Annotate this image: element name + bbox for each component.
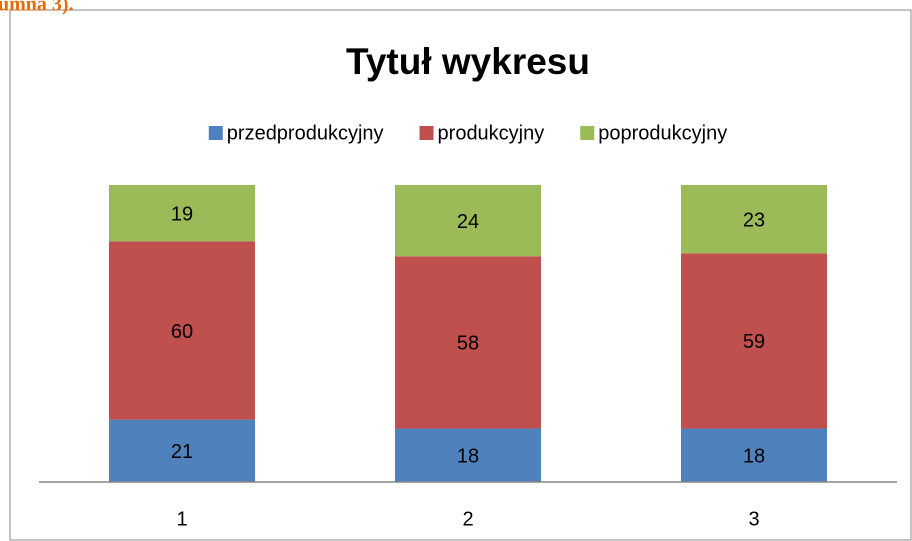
data-label: 59 — [743, 331, 765, 353]
bar-segment — [681, 253, 827, 429]
data-label: 58 — [457, 333, 479, 355]
bar-segment — [681, 185, 827, 254]
legend-swatch — [208, 126, 223, 140]
legend-label: przedprodukcyjny — [227, 122, 384, 144]
bar-segment — [395, 428, 541, 482]
x-tick-label: 1 — [176, 508, 187, 530]
bar-segment — [109, 185, 255, 242]
chart-title: Tytuł wykresu — [346, 41, 590, 82]
data-label: 18 — [457, 446, 479, 468]
data-label: 23 — [743, 209, 765, 231]
x-tick-label: 3 — [748, 508, 759, 530]
legend-label: produkcyjny — [438, 122, 545, 144]
legend-label: poprodukcyjny — [598, 122, 727, 144]
bar-segment — [681, 428, 827, 482]
bar-segment — [109, 241, 255, 420]
bar-segment — [109, 419, 255, 482]
data-label: 18 — [743, 446, 765, 468]
legend-swatch — [580, 126, 595, 140]
legend-swatch — [419, 126, 434, 140]
data-label: 60 — [171, 321, 193, 343]
caption: umna 3). — [0, 0, 74, 16]
legend: przedprodukcyjny produkcyjny poprodukcyjny — [208, 122, 727, 144]
data-label: 21 — [171, 441, 193, 463]
data-label: 24 — [457, 211, 479, 233]
bar-segment — [395, 185, 541, 257]
x-tick-label: 2 — [462, 508, 473, 530]
bar-segment — [395, 256, 541, 429]
data-label: 19 — [171, 203, 193, 225]
